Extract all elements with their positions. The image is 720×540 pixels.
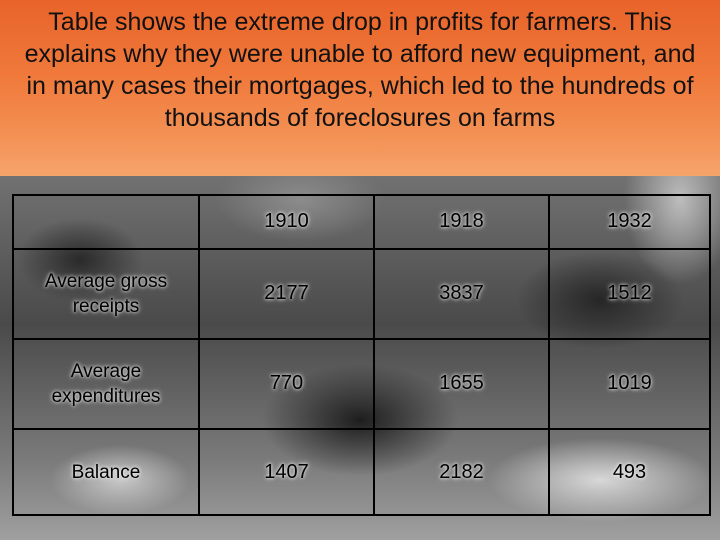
table-cell: 1512: [548, 247, 711, 340]
farm-profits-table: 1910 1918 1932 Average gross receipts 21…: [12, 194, 711, 516]
table-row: Average expenditures 770 1655 1019: [12, 337, 711, 431]
header-cell-1932: 1932: [548, 194, 711, 250]
header-cell-1910: 1910: [198, 194, 375, 250]
slide-title: Table shows the extreme drop in profits …: [24, 8, 696, 132]
table-cell: 3837: [373, 247, 550, 340]
table-cell: 2177: [198, 247, 375, 340]
table-cell: 1019: [548, 337, 711, 431]
table-cell: 493: [548, 428, 711, 516]
table-row: Average gross receipts 2177 3837 1512: [12, 247, 711, 340]
header-cell-1918: 1918: [373, 194, 550, 250]
table-row: Balance 1407 2182 493: [12, 428, 711, 516]
row-label-gross-receipts: Average gross receipts: [12, 247, 200, 340]
table-cell: 1655: [373, 337, 550, 431]
row-label-balance: Balance: [12, 428, 200, 516]
table-cell: 2182: [373, 428, 550, 516]
title-banner: Table shows the extreme drop in profits …: [0, 0, 720, 176]
row-label-expenditures: Average expenditures: [12, 337, 200, 431]
header-cell-empty: [12, 194, 200, 250]
table-header-row: 1910 1918 1932: [12, 194, 711, 250]
table-cell: 1407: [198, 428, 375, 516]
table-cell: 770: [198, 337, 375, 431]
